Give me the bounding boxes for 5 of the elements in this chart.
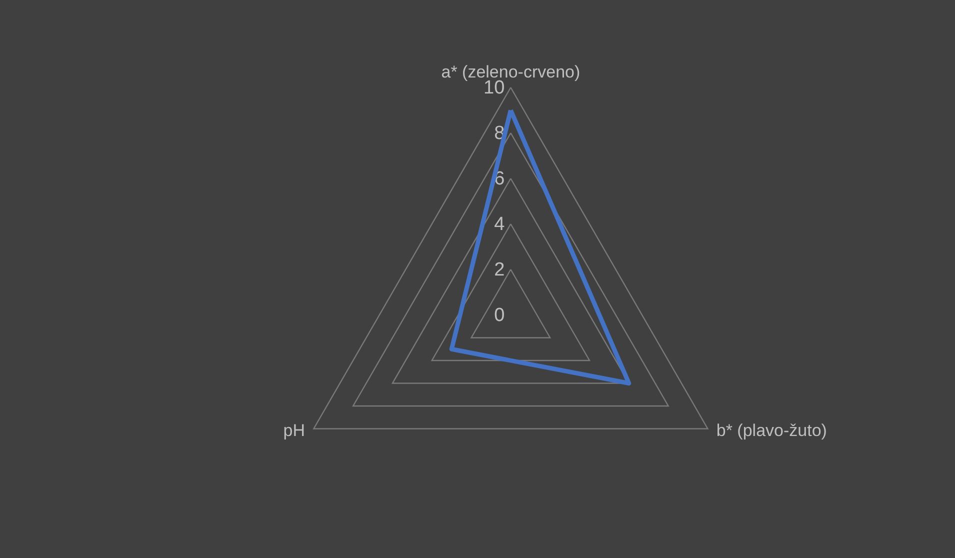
spoke-label: b* (plavo-žuto) (716, 420, 827, 440)
y-tick-label: 2 (494, 260, 505, 280)
spoke-label: pH (283, 420, 306, 440)
y-tick-label: 4 (494, 214, 506, 235)
y-tick-label: 0 (494, 305, 505, 326)
